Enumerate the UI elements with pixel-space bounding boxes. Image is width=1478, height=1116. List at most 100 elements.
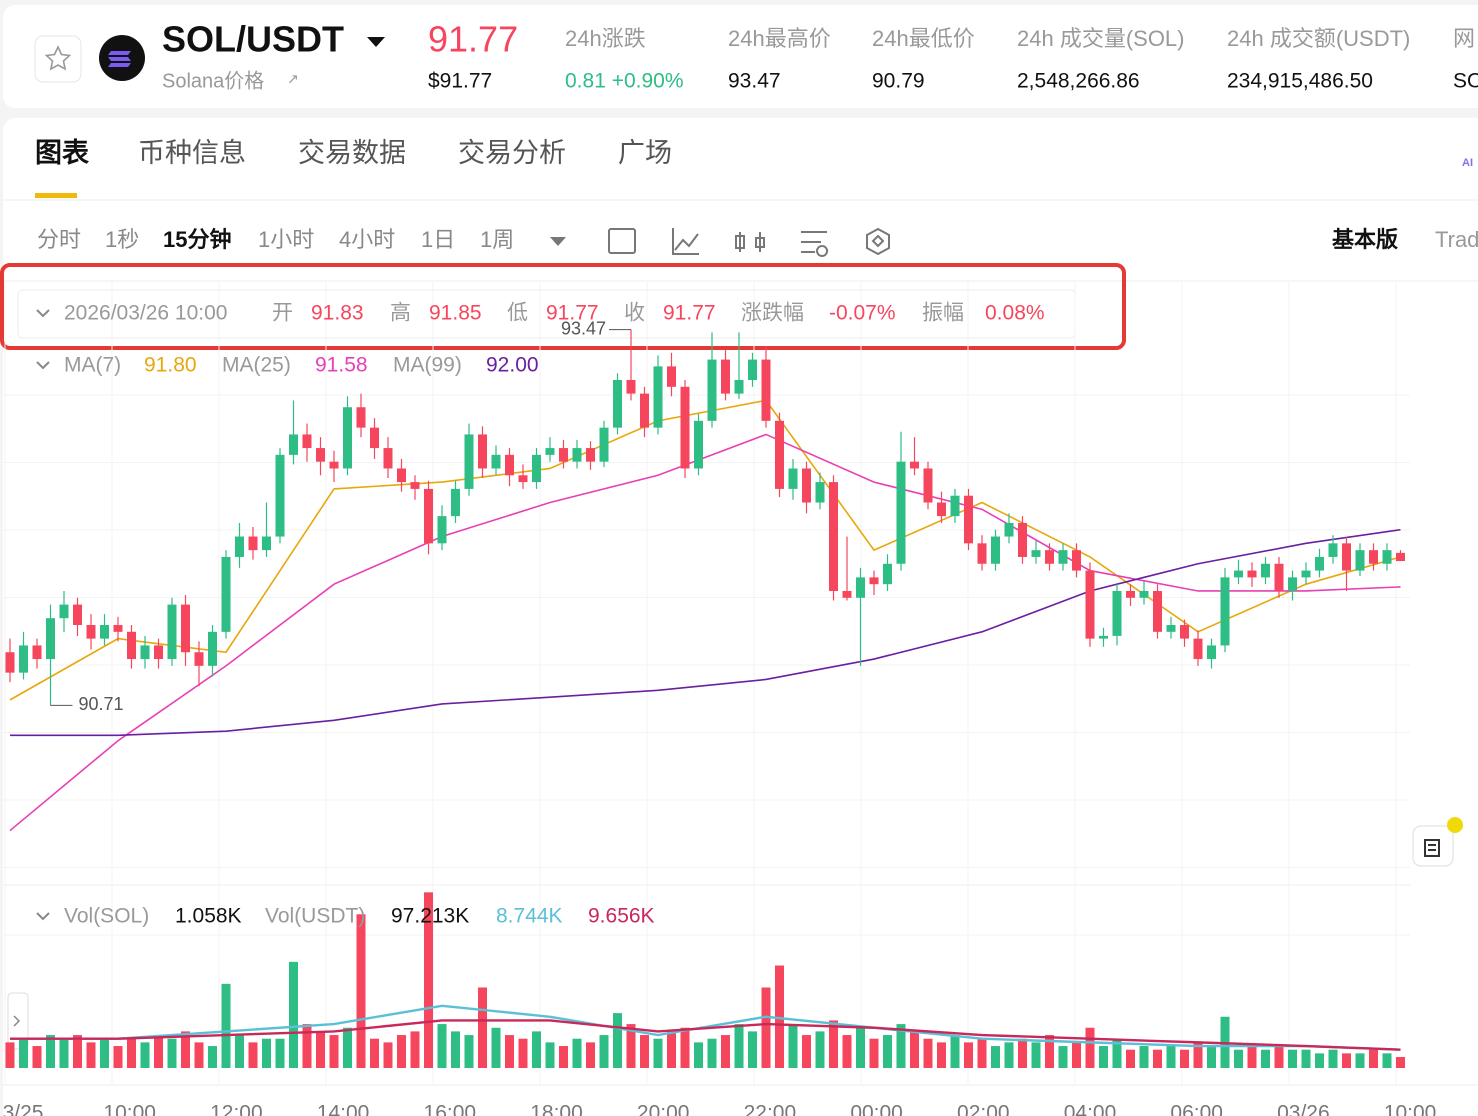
vol-name: Vol(SOL) [64,905,149,928]
candle-body [856,577,865,598]
candle-body [19,645,28,673]
candle-body [991,536,1000,564]
interval[interactable]: 1小时 [258,227,314,252]
stat-label: 24h涨跌 [565,26,646,51]
info-label: 高 [390,302,411,325]
volume-bar [869,1038,879,1068]
ai-badge[interactable]: AI [1462,157,1473,169]
candle-body [950,495,960,517]
candle-body [1396,552,1405,562]
candle-body [140,645,150,660]
candle-body [1234,570,1243,578]
volume-bar [424,892,433,1068]
x-tick-label: 03/26 [1277,1102,1330,1116]
candle-body [1112,590,1122,636]
volume-bar [964,1042,973,1068]
candle-body [1355,550,1365,571]
interval[interactable]: 1周 [480,227,514,252]
volume-bar [451,1031,460,1068]
volume-bar [464,1035,474,1068]
x-tick-label: 16:00 [424,1102,477,1116]
favorite-button[interactable] [34,35,82,83]
tab[interactable]: 交易分析 [458,138,566,168]
info-time: 2026/03/26 10:00 [64,302,228,325]
max-label: 93.47 [561,318,606,338]
candle-body [667,366,676,387]
candle-body [1180,625,1189,639]
x-tick-label: 04:00 [1064,1102,1117,1116]
volume-bar [680,1027,690,1068]
candle-body [1031,550,1041,557]
candle-body [370,427,379,449]
volume-bar [491,1027,501,1068]
info-label: 涨跌幅 [741,302,804,325]
candle-body [640,393,649,428]
candle-body [829,482,838,591]
stat-value: SO [1453,70,1478,93]
candle-body [73,604,82,626]
candle-body [1058,550,1068,564]
volume-ma-line [10,1004,1401,1051]
tab[interactable]: 广场 [618,138,672,168]
volume-bar [1288,1049,1297,1068]
candle-body [5,652,15,673]
interval[interactable]: 4小时 [339,227,395,252]
chevron[interactable] [36,912,50,921]
volume-bar [1382,1053,1392,1068]
pair-title: SOL/USDT [162,19,344,60]
pair-dropdown[interactable] [367,37,385,47]
candle-body [100,625,109,639]
candle-body [883,563,892,585]
volume-bar [113,1046,123,1068]
volume-bar [19,1038,28,1068]
candle-body [1153,590,1162,632]
volume-bar [1355,1053,1365,1068]
mode[interactable]: Trad [1435,227,1478,252]
chevron[interactable] [36,309,50,318]
indicator-icon[interactable] [672,228,699,255]
settings-icon[interactable] [801,231,829,257]
candle-body [343,407,352,469]
candle-body [694,420,703,469]
star-icon [44,45,72,71]
candle-body [113,625,123,632]
candle-body [356,407,366,428]
chart-type-icon[interactable] [735,232,765,252]
ma-name: MA(25) [222,354,291,377]
interval[interactable]: 分时 [37,227,81,252]
ma-line [9,433,1401,832]
volume-bar [1085,1027,1095,1068]
candle-body [599,427,609,462]
candle-body [1301,570,1311,578]
volume-bar [694,1042,703,1068]
candle-body [842,590,852,598]
volume-bar [1247,1046,1257,1068]
candle-body [32,645,42,660]
volume-bar [721,1035,730,1068]
candle-body [316,448,325,462]
candle-body [545,448,555,455]
mode[interactable]: 基本版 [1332,227,1398,252]
chevron[interactable] [36,361,50,370]
candle-body [1369,550,1378,564]
chart-card [3,118,1478,1116]
volume-bar [977,1038,987,1068]
candle-body [1072,550,1081,571]
volume-bar [181,1031,190,1068]
interval[interactable]: 1日 [421,227,455,252]
ma-line [10,528,1401,737]
external-arrow[interactable]: ↗ [287,71,299,87]
tab[interactable]: 币种信息 [138,138,246,168]
tab[interactable]: 图表 [35,138,89,168]
interval[interactable]: 1秒 [105,227,139,252]
volume-bar [734,1024,744,1068]
volume-bar [383,1042,393,1068]
volume-bar [775,965,784,1068]
tab[interactable]: 交易数据 [298,138,406,168]
interval[interactable]: 15分钟 [163,227,231,252]
interval-dropdown[interactable] [550,237,566,246]
calendar-icon[interactable] [608,228,636,254]
candle-body [1288,577,1297,591]
layout-icon[interactable] [866,227,890,256]
last-price: 91.77 [428,19,518,60]
